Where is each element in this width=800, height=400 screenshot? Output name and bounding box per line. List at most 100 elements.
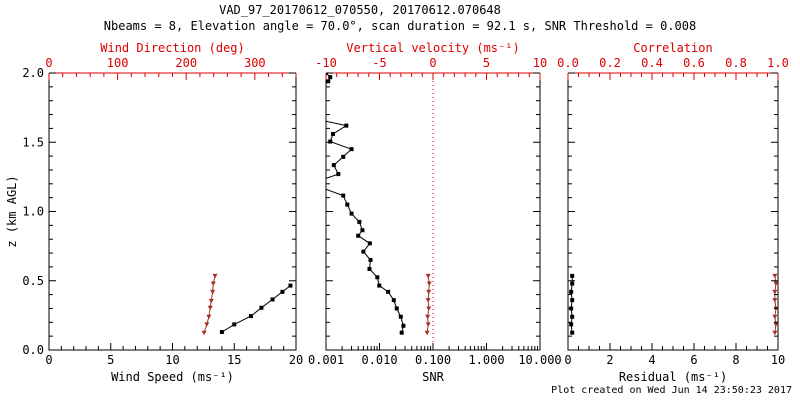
snr-profile-marker [375,275,380,280]
vertical-velocity-marker [425,298,431,303]
snr-profile-marker [319,178,323,182]
wind-panel: 0 5 10 15 20 Wind Speed (ms⁻¹) 0 100 200 300Wind … [5,41,303,384]
wind-direction-marker [204,322,210,327]
top-tick-label: 300 [244,56,266,70]
correlation-marker [773,281,778,287]
correlation-marker [772,273,778,279]
snr-profile-marker [399,330,404,335]
bottom-axis-title: Wind Speed (ms⁻¹) [111,370,234,384]
vertical-velocity-marker [424,330,430,336]
wind-speed-marker [248,314,253,319]
vertical-velocity-marker [425,322,431,327]
wind-speed-marker [280,289,285,294]
snr-profile-marker [394,306,399,311]
top-tick-label: 0.2 [599,56,621,70]
wind-speed-marker [270,297,275,302]
figure-subtitle: Nbeams = 8, Elevation angle = 70.0°, sca… [103,19,697,33]
top-tick-label: 0.4 [641,56,663,70]
figure-title: VAD_97_20170612_070550, 20170612.070648 [219,3,501,17]
correlation-marker [773,322,778,327]
wind-speed-marker [232,322,237,327]
top-tick-label: -5 [372,56,386,70]
snr-profile-marker [345,202,350,207]
wind-speed-marker [288,283,293,288]
y-tick-label: 0.0 [22,343,44,357]
residual-marker [569,289,574,294]
snr-profile-marker [349,147,354,152]
panel-border [48,73,297,351]
snr-profile-marker [319,118,323,122]
wind-direction-series [201,273,218,336]
snr-profile-series [319,73,406,335]
wind-direction-marker [212,273,218,279]
vertical-velocity-series [424,273,432,336]
snr-panel: 0.001 0.010 0.100 1.000 10.000 SNR -10 -5 0 5 10 Ve… [308,41,562,384]
bottom-tick-label: 10 [165,353,179,367]
vertical-velocity-marker [425,273,431,279]
bottom-tick-label: 0.010 [361,353,397,367]
top-tick-label: 0 [45,56,52,70]
top-tick-label: 100 [107,56,129,70]
top-axis-title: Wind Direction (deg) [100,41,245,55]
correlation-series [772,273,778,336]
bottom-axis-title: Residual (ms⁻¹) [619,370,727,384]
correlation-marker [772,298,778,303]
bottom-tick-label: 0.100 [415,353,451,367]
residual-panel: 0 2 4 6 8 10 Residual (ms⁻¹) 0.0 0.2 0.4 0.6 0.8 1.0… [557,41,789,384]
y-tick-label: 1.0 [22,205,44,219]
snr-profile-marker [330,131,335,136]
snr-profile-marker [398,314,403,319]
top-tick-label: 5 [483,56,490,70]
bottom-tick-label: 5 [107,353,114,367]
top-tick-label: 1.0 [767,56,789,70]
vertical-velocity-marker [426,289,432,295]
snr-profile-marker [401,323,406,328]
bottom-tick-label: 10.000 [518,353,561,367]
bottom-tick-label: 1.000 [468,353,504,367]
snr-profile-marker [319,85,323,89]
wind-direction-marker [206,314,212,320]
residual-marker [570,273,575,278]
y-tick-label: 2.0 [22,66,44,80]
bottom-tick-label: 10 [771,353,785,367]
snr-profile-marker [391,298,396,303]
top-tick-label: 0.8 [725,56,747,70]
bottom-tick-label: 15 [227,353,241,367]
wind-direction-marker [207,305,213,311]
y-tick-label: 1.5 [22,135,44,149]
top-tick-label: 0 [429,56,436,70]
snr-profile-marker [328,139,333,144]
bottom-axis-title: SNR [422,370,444,384]
snr-profile-marker [349,211,354,216]
bottom-tick-label: 0 [564,353,571,367]
top-axis-title: Correlation [633,41,712,55]
wind-speed-line [221,285,291,333]
wind-speed-marker [259,305,264,310]
snr-profile-marker [336,172,341,177]
residual-marker [569,322,574,327]
snr-profile-marker [326,73,328,75]
top-tick-label: 0.0 [557,56,579,70]
vertical-velocity-marker [425,314,431,320]
wind-speed-series [219,283,293,334]
residual-marker [570,281,575,286]
vertical-velocity-marker [426,281,432,287]
bottom-tick-label: 0.001 [308,353,344,367]
plot-created-timestamp: Plot created on Wed Jun 14 23:50:23 2017 [551,385,792,396]
wind-direction-marker [210,289,216,295]
snr-profile-marker [331,163,336,168]
snr-profile-marker [368,257,373,262]
snr-profile-marker [367,241,372,246]
wind-direction-marker [208,298,214,304]
snr-profile-marker [386,289,391,294]
snr-profile-marker [367,266,372,271]
wind-direction-marker [201,330,207,336]
bottom-tick-label: 8 [732,353,739,367]
bottom-tick-label: 4 [648,353,655,367]
residual-series [569,273,575,335]
vertical-velocity-marker [426,306,432,311]
bottom-tick-label: 20 [289,353,303,367]
correlation-marker [772,289,778,295]
wind-direction-marker [210,281,216,287]
